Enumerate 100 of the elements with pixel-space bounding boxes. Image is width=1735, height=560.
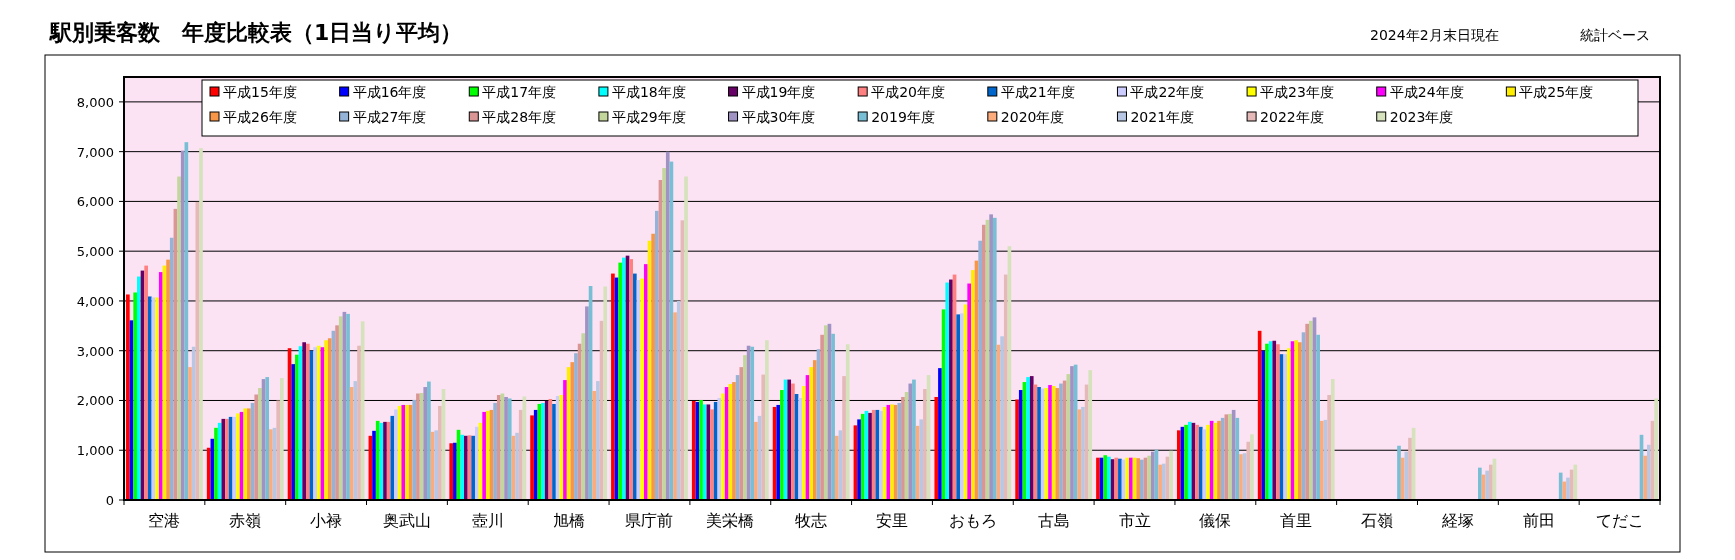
bar (798, 397, 803, 500)
bar (225, 418, 229, 500)
x-tick-label: 経塚 (1440, 511, 1474, 530)
bar (750, 346, 755, 500)
bar (1066, 374, 1071, 500)
bar (1029, 376, 1034, 500)
bar (1077, 409, 1082, 500)
x-tick-label: 安里 (876, 511, 908, 530)
bar (1294, 340, 1299, 500)
y-tick-label: 1,000 (76, 443, 114, 459)
bar (1246, 441, 1251, 500)
bar (1647, 444, 1651, 500)
bar (533, 409, 538, 500)
bar (831, 333, 835, 500)
bar (1235, 417, 1240, 500)
y-tick-label: 4,000 (76, 293, 114, 309)
legend-label: 平成26年度 (223, 109, 297, 125)
bar (1209, 420, 1214, 500)
bar (177, 176, 181, 500)
legend-label: 平成18年度 (611, 84, 686, 100)
bar (236, 413, 240, 500)
bar (967, 283, 972, 500)
y-tick-label: 3,000 (76, 343, 114, 359)
bar (357, 345, 361, 500)
bar (482, 411, 486, 500)
bar (640, 278, 644, 500)
bar (530, 415, 534, 500)
bar (405, 404, 409, 500)
legend-label: 平成17年度 (482, 84, 557, 100)
bar (518, 409, 523, 500)
bar (684, 176, 688, 500)
x-tick-label: 古島 (1037, 511, 1070, 530)
bar (791, 383, 795, 500)
bar (1040, 388, 1045, 500)
bar (923, 389, 927, 500)
bar (471, 435, 475, 500)
bar (1088, 370, 1093, 500)
bar (346, 313, 350, 500)
legend-label: 2023年度 (1389, 109, 1454, 125)
bar (552, 403, 556, 500)
bar (842, 376, 846, 500)
bar (1488, 464, 1493, 500)
bar (166, 259, 170, 500)
bar (232, 416, 237, 500)
bar (291, 364, 296, 500)
bar (155, 297, 159, 500)
bar (188, 367, 192, 500)
bar (1096, 457, 1100, 500)
bar (1158, 464, 1162, 500)
bar (254, 394, 259, 500)
bar (989, 214, 993, 500)
y-tick-label: 6,000 (76, 194, 114, 210)
bar (401, 404, 406, 500)
bar (908, 383, 913, 500)
bar (1261, 350, 1266, 500)
bar (882, 406, 887, 500)
y-tick-label: 7,000 (76, 144, 114, 160)
bar (776, 404, 781, 500)
x-tick-label: 石嶺 (1361, 511, 1394, 530)
bar (1276, 344, 1280, 500)
bar (1161, 463, 1166, 500)
bar (1305, 323, 1310, 500)
bar (871, 409, 876, 500)
bar (504, 396, 508, 500)
bar (313, 347, 317, 500)
bar (563, 380, 567, 500)
bar (453, 442, 457, 500)
legend-label: 平成23年度 (1260, 84, 1334, 100)
bar (1018, 390, 1023, 500)
bar (934, 396, 939, 500)
bar (1003, 274, 1008, 500)
bar (427, 381, 431, 500)
bar (820, 334, 824, 500)
legend-label: 2020年度 (1000, 109, 1065, 125)
bar (834, 435, 839, 500)
bar (1048, 385, 1052, 500)
legend-label: 平成20年度 (871, 84, 946, 100)
bar (585, 306, 589, 500)
x-tick-label: 儀保 (1199, 511, 1232, 530)
bar (1037, 387, 1041, 500)
bar (464, 435, 468, 500)
bar (1118, 458, 1122, 500)
bar (1573, 464, 1578, 500)
bar (868, 412, 872, 500)
bar (1114, 457, 1119, 500)
bar (1298, 342, 1302, 500)
bar (1059, 383, 1063, 500)
bar (412, 399, 417, 500)
bar (147, 296, 152, 500)
x-tick-label: 前田 (1522, 511, 1555, 530)
bar (1184, 424, 1188, 500)
bar (258, 388, 262, 500)
bar (857, 419, 861, 500)
bar (1187, 421, 1192, 500)
bar (1654, 398, 1658, 500)
legend-label: 平成25年度 (1519, 84, 1594, 100)
bar (302, 342, 306, 500)
bar (713, 401, 718, 500)
bar (1081, 406, 1085, 500)
bar (845, 344, 850, 500)
